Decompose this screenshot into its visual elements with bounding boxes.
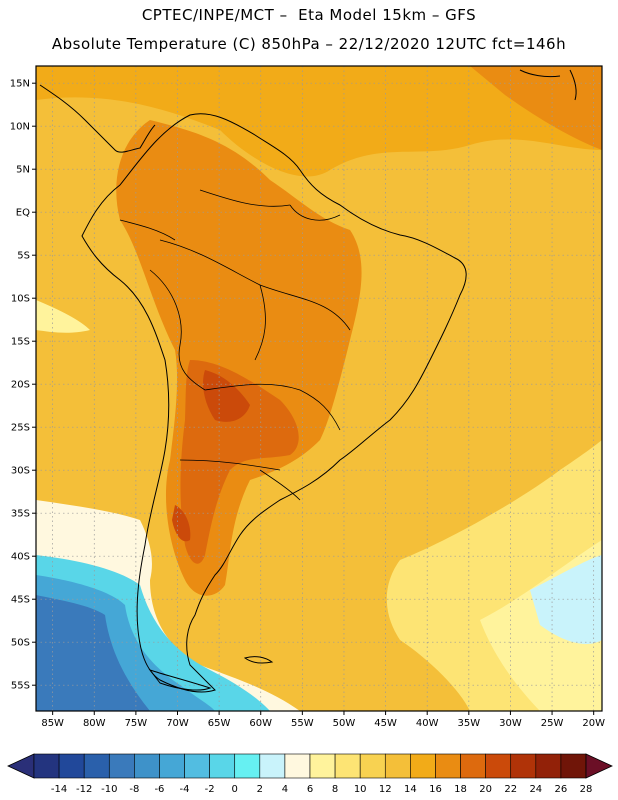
- tierra-del-fuego: [148, 669, 212, 691]
- country-borders: [119, 189, 351, 501]
- field-northeast-atlantic: [470, 66, 602, 150]
- lat-tick-label: 10N: [10, 122, 30, 133]
- lon-tick-label: 75W: [125, 718, 148, 729]
- lon-tick-label: 20W: [582, 718, 605, 729]
- field-southern-coldest: [36, 595, 150, 711]
- colorbar-label: 20: [479, 784, 492, 795]
- lon-tick-label: 70W: [166, 718, 189, 729]
- colorbar-label: 14: [404, 784, 417, 795]
- lat-tick-label: 10S: [11, 294, 30, 305]
- colorbar-swatch: [108, 753, 135, 779]
- lon-tick-label: 60W: [249, 718, 272, 729]
- colorbar-swatch: [134, 753, 160, 779]
- lon-tick-label: 65W: [208, 718, 231, 729]
- colorbar-low-arrow: [7, 753, 35, 779]
- colorbar-swatch: [159, 753, 185, 779]
- lat-tick-label: 55S: [11, 681, 30, 692]
- colorbar-swatch: [334, 753, 361, 779]
- lon-tick-label: 25W: [541, 718, 564, 729]
- colorbar-swatch: [560, 753, 587, 779]
- field-pacific-patch: [36, 300, 90, 333]
- colorbar-label: 26: [555, 784, 568, 795]
- caribbean-islands: [519, 69, 577, 101]
- lon-tick-label: 55W: [291, 718, 314, 729]
- map-title-variable: Absolute Temperature (C) 850hPa – 22/12/…: [51, 35, 567, 53]
- colorbar-swatch: [234, 753, 261, 779]
- colorbar-swatch: [485, 753, 512, 779]
- colorbar-swatch: [510, 753, 537, 779]
- lat-tick-label: 30S: [11, 466, 30, 477]
- colorbar-label: -12: [76, 784, 92, 795]
- map-title-model: CPTEC/INPE/MCT – Eta Model 15km – GFS: [141, 6, 477, 24]
- lat-tick-label: 5S: [17, 251, 30, 262]
- south-america-coast: [81, 113, 467, 693]
- lat-tick-label: 5N: [16, 165, 30, 176]
- colorbar-swatch: [259, 753, 286, 779]
- colorbar-label: 4: [282, 784, 288, 795]
- lon-tick-label: 85W: [41, 718, 64, 729]
- colorbar-label: 6: [307, 784, 313, 795]
- colorbar-label: -14: [51, 784, 67, 795]
- colorbar-label: -8: [129, 784, 139, 795]
- lon-tick-label: 45W: [374, 718, 397, 729]
- colorbar-swatch: [384, 753, 411, 779]
- lat-tick-label: 20S: [11, 380, 30, 391]
- colorbar-label: 12: [379, 784, 392, 795]
- field-chaco-hottest: [203, 370, 250, 422]
- colorbar-swatch: [83, 753, 110, 779]
- lat-tick-label: 40S: [11, 552, 30, 563]
- colorbar-swatch: [359, 753, 386, 779]
- lat-tick-label: EQ: [16, 208, 30, 219]
- colorbar-label: -4: [180, 784, 190, 795]
- colorbar-swatch: [410, 753, 436, 779]
- falkland-islands: [243, 656, 274, 664]
- colorbar-swatch: [309, 753, 336, 779]
- field-andes-hot: [172, 505, 191, 542]
- colorbar-label: 24: [529, 784, 542, 795]
- field-south-atlantic-cold: [530, 555, 602, 645]
- lat-tick-label: 25S: [11, 423, 30, 434]
- colorbar-label: 2: [257, 784, 263, 795]
- colorbar-swatch: [435, 753, 461, 779]
- lat-tick-label: 15S: [11, 337, 30, 348]
- lon-tick-label: 40W: [416, 718, 439, 729]
- colorbar-swatch: [58, 753, 85, 779]
- map-frame: [35, 65, 603, 712]
- longitude-axis: 85W 80W 75W 70W 65W 60W 55W 50W 45W 40W 35W 30W 25W 2…: [41, 711, 605, 729]
- lon-tick-label: 35W: [458, 718, 481, 729]
- colorbar-swatch: [33, 753, 60, 779]
- lat-tick-label: 15N: [10, 79, 30, 90]
- colorbar-high-arrow: [585, 753, 613, 779]
- latitude-axis: 15N 10N 5N EQ 5S 10S 15S 20S 25S 30S 35S 40S 45S 50S 5…: [10, 79, 36, 692]
- central-america-coast: [39, 84, 156, 153]
- colorbar-label: -10: [101, 784, 117, 795]
- colorbar-swatch: [460, 753, 486, 779]
- colorbar-label: 0: [232, 784, 238, 795]
- colorbar-label: 16: [429, 784, 442, 795]
- colorbar-swatch: [209, 753, 236, 779]
- colorbar-label: 28: [580, 784, 593, 795]
- lat-tick-label: 35S: [11, 509, 30, 520]
- lon-tick-label: 30W: [499, 718, 522, 729]
- colorbar-label: 10: [354, 784, 367, 795]
- colorbar-label: -2: [205, 784, 215, 795]
- lat-tick-label: 45S: [11, 595, 30, 606]
- lon-tick-label: 80W: [83, 718, 106, 729]
- colorbar-swatch: [184, 753, 210, 779]
- colorbar-swatch: [284, 753, 311, 779]
- colorbar-label: 8: [332, 784, 338, 795]
- temperature-colorbar: -14 -12 -10 -8 -6 -4 -2 0 2 4 6 8 10 12 14 16 18 20 22 24 26…: [7, 753, 613, 795]
- lat-tick-label: 50S: [11, 638, 30, 649]
- colorbar-swatch: [535, 753, 562, 779]
- temperature-field: [36, 66, 602, 711]
- lon-tick-label: 50W: [333, 718, 356, 729]
- colorbar-label: 22: [504, 784, 517, 795]
- coastline: [39, 69, 577, 693]
- colorbar-label: 18: [454, 784, 467, 795]
- colorbar-label: -6: [154, 784, 164, 795]
